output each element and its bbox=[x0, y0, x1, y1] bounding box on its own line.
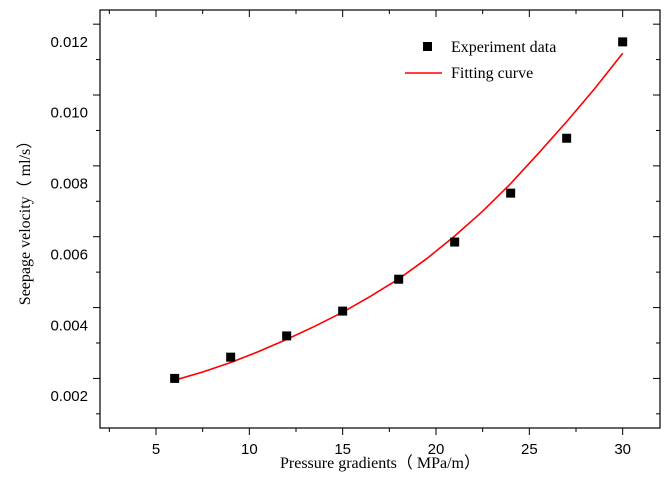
y-tick-label: 0.002 bbox=[50, 388, 88, 405]
experiment-data-point bbox=[282, 331, 291, 340]
y-tick-label: 0.012 bbox=[50, 34, 88, 51]
experiment-data-point bbox=[562, 134, 571, 143]
y-axis-title: Seepage velocity（ ml/s） bbox=[16, 133, 34, 305]
y-tick-label: 0.010 bbox=[50, 105, 88, 122]
x-tick-label: 30 bbox=[614, 441, 631, 458]
experiment-data-point bbox=[338, 307, 347, 316]
x-axis: 5 10 15 20 25 30 bbox=[109, 10, 631, 458]
fitting-curve-line bbox=[175, 53, 623, 380]
experiment-data-point bbox=[170, 374, 179, 383]
x-axis-title: Pressure gradients（ MPa/m） bbox=[280, 454, 480, 472]
experiment-data-point bbox=[394, 275, 403, 284]
legend: Experiment data Fitting curve bbox=[405, 39, 556, 82]
legend-label-experiment: Experiment data bbox=[451, 39, 556, 56]
legend-marker-experiment bbox=[423, 42, 432, 51]
x-tick-label: 10 bbox=[241, 441, 258, 458]
x-tick-label: 5 bbox=[152, 441, 160, 458]
y-tick-label: 0.006 bbox=[50, 246, 88, 263]
plot-frame bbox=[100, 10, 660, 428]
experiment-data-point bbox=[226, 353, 235, 362]
x-tick-label: 25 bbox=[521, 441, 538, 458]
experiment-data-point bbox=[618, 37, 627, 46]
y-tick-label: 0.004 bbox=[50, 317, 88, 334]
y-tick-label: 0.008 bbox=[50, 176, 88, 193]
legend-label-fitting: Fitting curve bbox=[451, 65, 533, 82]
y-axis: 0.002 0.004 0.006 0.008 0.010 0.012 bbox=[50, 24, 660, 414]
experiment-data-point bbox=[506, 189, 515, 198]
experiment-data-point bbox=[450, 238, 459, 247]
plot-area bbox=[170, 37, 627, 383]
